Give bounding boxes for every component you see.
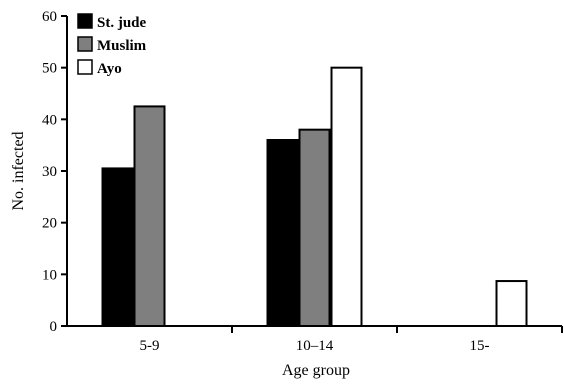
bar-ayo [330,66,363,328]
bar-st-jude [101,167,134,327]
legend-label: St. jude [97,15,147,31]
x-category-label: 5-9 [140,338,160,354]
bar-muslim [133,105,166,327]
legend-label: Ayo [97,61,122,77]
legend: St. jude Muslim Ayo [77,13,147,77]
y-ticks: 0 10 20 30 40 50 60 [42,9,67,335]
y-tick-label: 30 [42,164,57,180]
y-tick-label: 20 [42,216,57,232]
bars-layer [101,66,528,328]
x-category-label: 15- [470,338,490,354]
bar-ayo [495,280,528,327]
y-tick-label: 0 [50,319,58,335]
bar-muslim [298,128,331,327]
x-ticks: 5-9 10–14 15- [140,326,563,354]
legend-swatch [77,59,93,75]
legend-swatch [77,13,93,29]
y-tick-label: 10 [42,267,57,283]
x-category-label: 10–14 [296,338,334,354]
legend-swatch [77,36,93,52]
legend-label: Muslim [97,38,147,54]
y-tick-label: 50 [42,61,57,77]
y-tick-label: 40 [42,112,57,128]
y-tick-label: 60 [42,9,57,25]
x-axis-title: Age group [282,362,350,379]
y-axis-title: No. infected [10,131,27,210]
bar-st-jude [266,139,299,327]
